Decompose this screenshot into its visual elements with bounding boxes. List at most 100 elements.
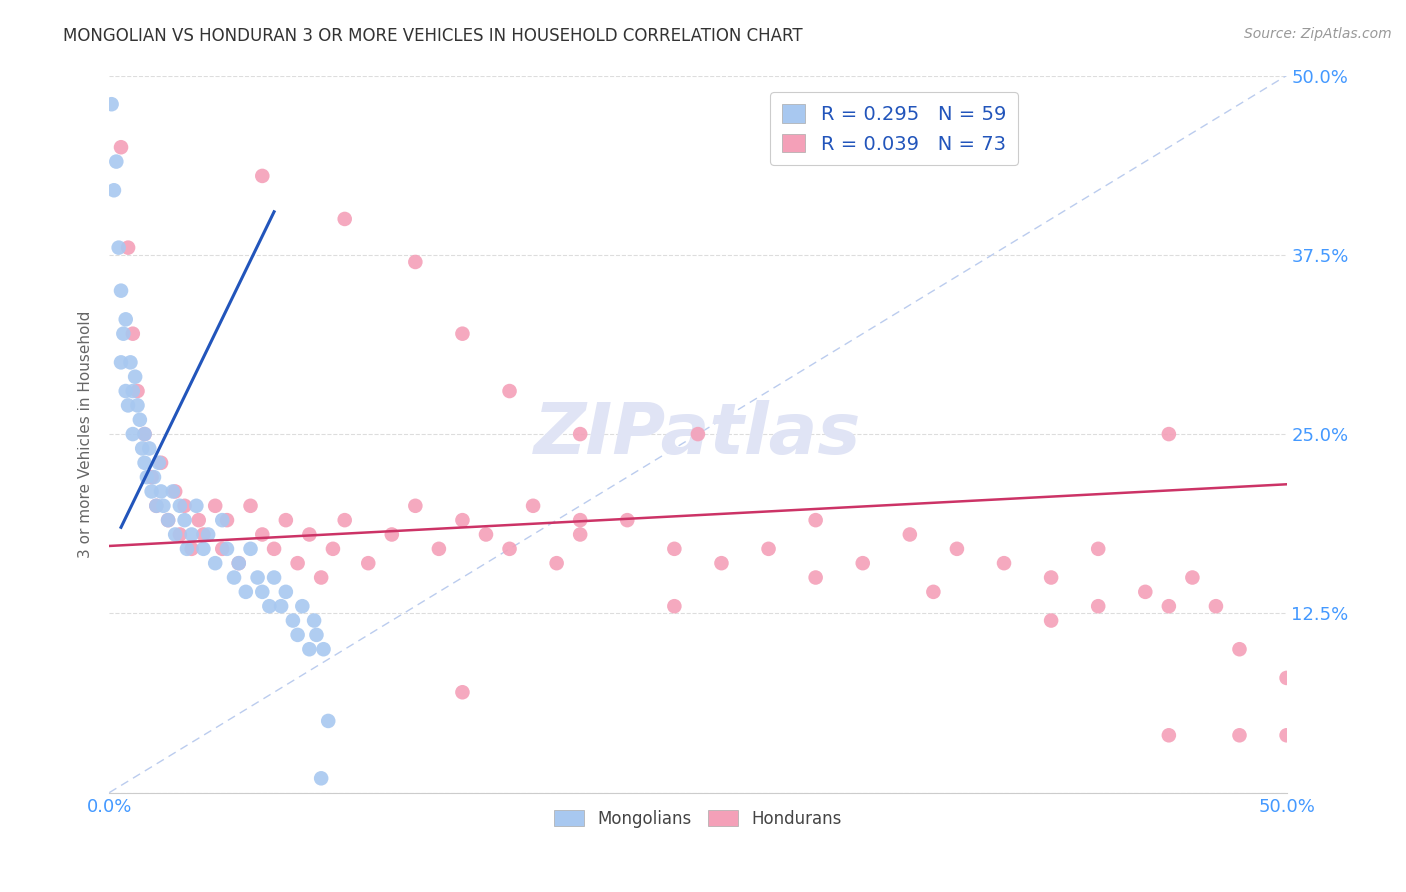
Point	[451, 685, 474, 699]
Point	[522, 499, 544, 513]
Point	[309, 570, 332, 584]
Point	[569, 513, 592, 527]
Point	[404, 255, 426, 269]
Point	[222, 570, 245, 584]
Point	[316, 714, 339, 728]
Point	[186, 499, 208, 513]
Point	[127, 398, 149, 412]
Point	[235, 585, 257, 599]
Point	[121, 384, 143, 398]
Point	[110, 140, 132, 154]
Point	[180, 541, 202, 556]
Point	[270, 599, 292, 614]
Point	[852, 556, 875, 570]
Point	[112, 326, 135, 341]
Point	[664, 541, 686, 556]
Point	[274, 585, 297, 599]
Point	[1087, 541, 1109, 556]
Point	[114, 312, 136, 326]
Point	[169, 499, 191, 513]
Point	[143, 470, 166, 484]
Point	[211, 513, 233, 527]
Point	[215, 513, 238, 527]
Point	[211, 541, 233, 556]
Point	[1205, 599, 1227, 614]
Text: MONGOLIAN VS HONDURAN 3 OR MORE VEHICLES IN HOUSEHOLD CORRELATION CHART: MONGOLIAN VS HONDURAN 3 OR MORE VEHICLES…	[63, 27, 803, 45]
Point	[134, 427, 156, 442]
Point	[120, 355, 142, 369]
Point	[569, 427, 592, 442]
Point	[263, 570, 285, 584]
Point	[187, 513, 209, 527]
Point	[157, 513, 180, 527]
Point	[110, 355, 132, 369]
Point	[804, 570, 827, 584]
Point	[381, 527, 404, 541]
Point	[898, 527, 921, 541]
Point	[165, 527, 187, 541]
Point	[686, 427, 709, 442]
Point	[298, 642, 321, 657]
Point	[616, 513, 638, 527]
Point	[124, 369, 146, 384]
Text: Source: ZipAtlas.com: Source: ZipAtlas.com	[1244, 27, 1392, 41]
Point	[475, 527, 498, 541]
Point	[162, 484, 184, 499]
Point	[287, 628, 309, 642]
Point	[145, 499, 167, 513]
Point	[259, 599, 281, 614]
Point	[134, 427, 156, 442]
Point	[127, 384, 149, 398]
Point	[1135, 585, 1157, 599]
Y-axis label: 3 or more Vehicles in Household: 3 or more Vehicles in Household	[79, 310, 93, 558]
Point	[333, 513, 356, 527]
Point	[281, 614, 304, 628]
Point	[498, 541, 520, 556]
Point	[204, 499, 226, 513]
Point	[922, 585, 945, 599]
Point	[150, 484, 173, 499]
Point	[228, 556, 250, 570]
Point	[134, 456, 156, 470]
Point	[138, 442, 160, 456]
Point	[141, 470, 163, 484]
Point	[1229, 728, 1251, 742]
Point	[173, 513, 195, 527]
Point	[298, 527, 321, 541]
Point	[121, 427, 143, 442]
Point	[569, 527, 592, 541]
Point	[252, 169, 274, 183]
Point	[1157, 599, 1180, 614]
Point	[451, 513, 474, 527]
Point	[128, 413, 150, 427]
Point	[157, 513, 180, 527]
Point	[946, 541, 969, 556]
Point	[176, 541, 198, 556]
Point	[274, 513, 297, 527]
Point	[145, 499, 167, 513]
Point	[758, 541, 780, 556]
Point	[1275, 671, 1298, 685]
Point	[498, 384, 520, 398]
Point	[252, 527, 274, 541]
Point	[451, 326, 474, 341]
Point	[1157, 728, 1180, 742]
Point	[302, 614, 325, 628]
Point	[291, 599, 314, 614]
Point	[117, 398, 139, 412]
Point	[239, 541, 262, 556]
Point	[312, 642, 335, 657]
Point	[135, 470, 157, 484]
Point	[152, 499, 174, 513]
Point	[131, 442, 153, 456]
Point	[1275, 728, 1298, 742]
Point	[309, 772, 332, 786]
Point	[1157, 427, 1180, 442]
Point	[287, 556, 309, 570]
Point	[246, 570, 269, 584]
Point	[204, 556, 226, 570]
Point	[993, 556, 1015, 570]
Point	[664, 599, 686, 614]
Point	[150, 456, 173, 470]
Point	[193, 541, 215, 556]
